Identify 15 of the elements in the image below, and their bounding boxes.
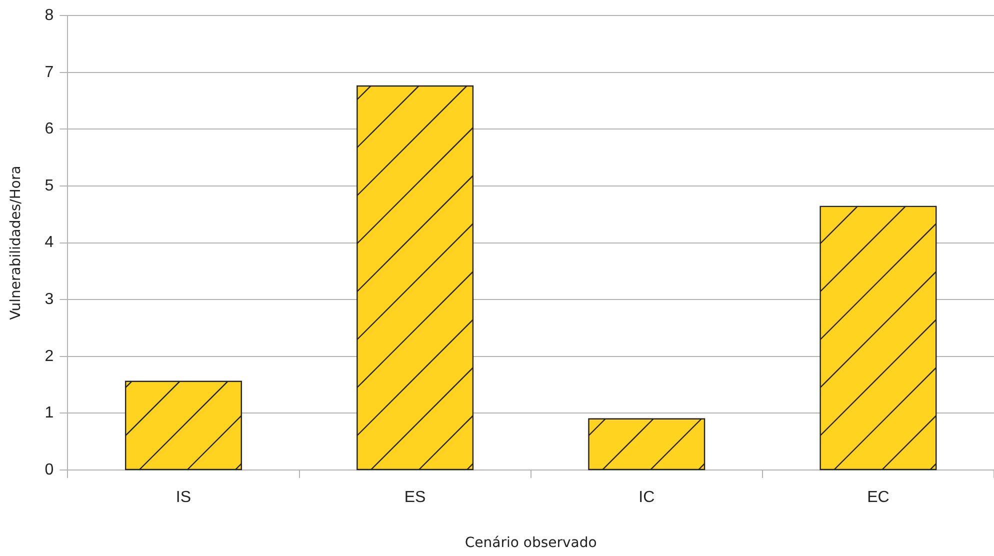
y-tick-label: 1 [44, 404, 54, 422]
y-tick-label: 8 [44, 7, 54, 24]
x-tick-label: EC [867, 489, 890, 506]
x-tick-label: IS [176, 489, 192, 506]
y-tick-label: 5 [44, 177, 54, 194]
y-tick-label: 4 [44, 234, 54, 252]
y-tick-label: 2 [44, 348, 54, 365]
y-axis-title: Vulnerabilidades/Hora [8, 166, 24, 320]
y-tick-label: 7 [44, 64, 54, 81]
x-tick-label: IC [638, 489, 655, 506]
y-tick-label: 0 [44, 461, 54, 478]
y-tick-label: 6 [44, 120, 54, 138]
y-tick-label: 3 [44, 291, 54, 308]
x-axis-title: Cenário observado [464, 535, 597, 552]
x-tick-label: ES [404, 489, 426, 506]
